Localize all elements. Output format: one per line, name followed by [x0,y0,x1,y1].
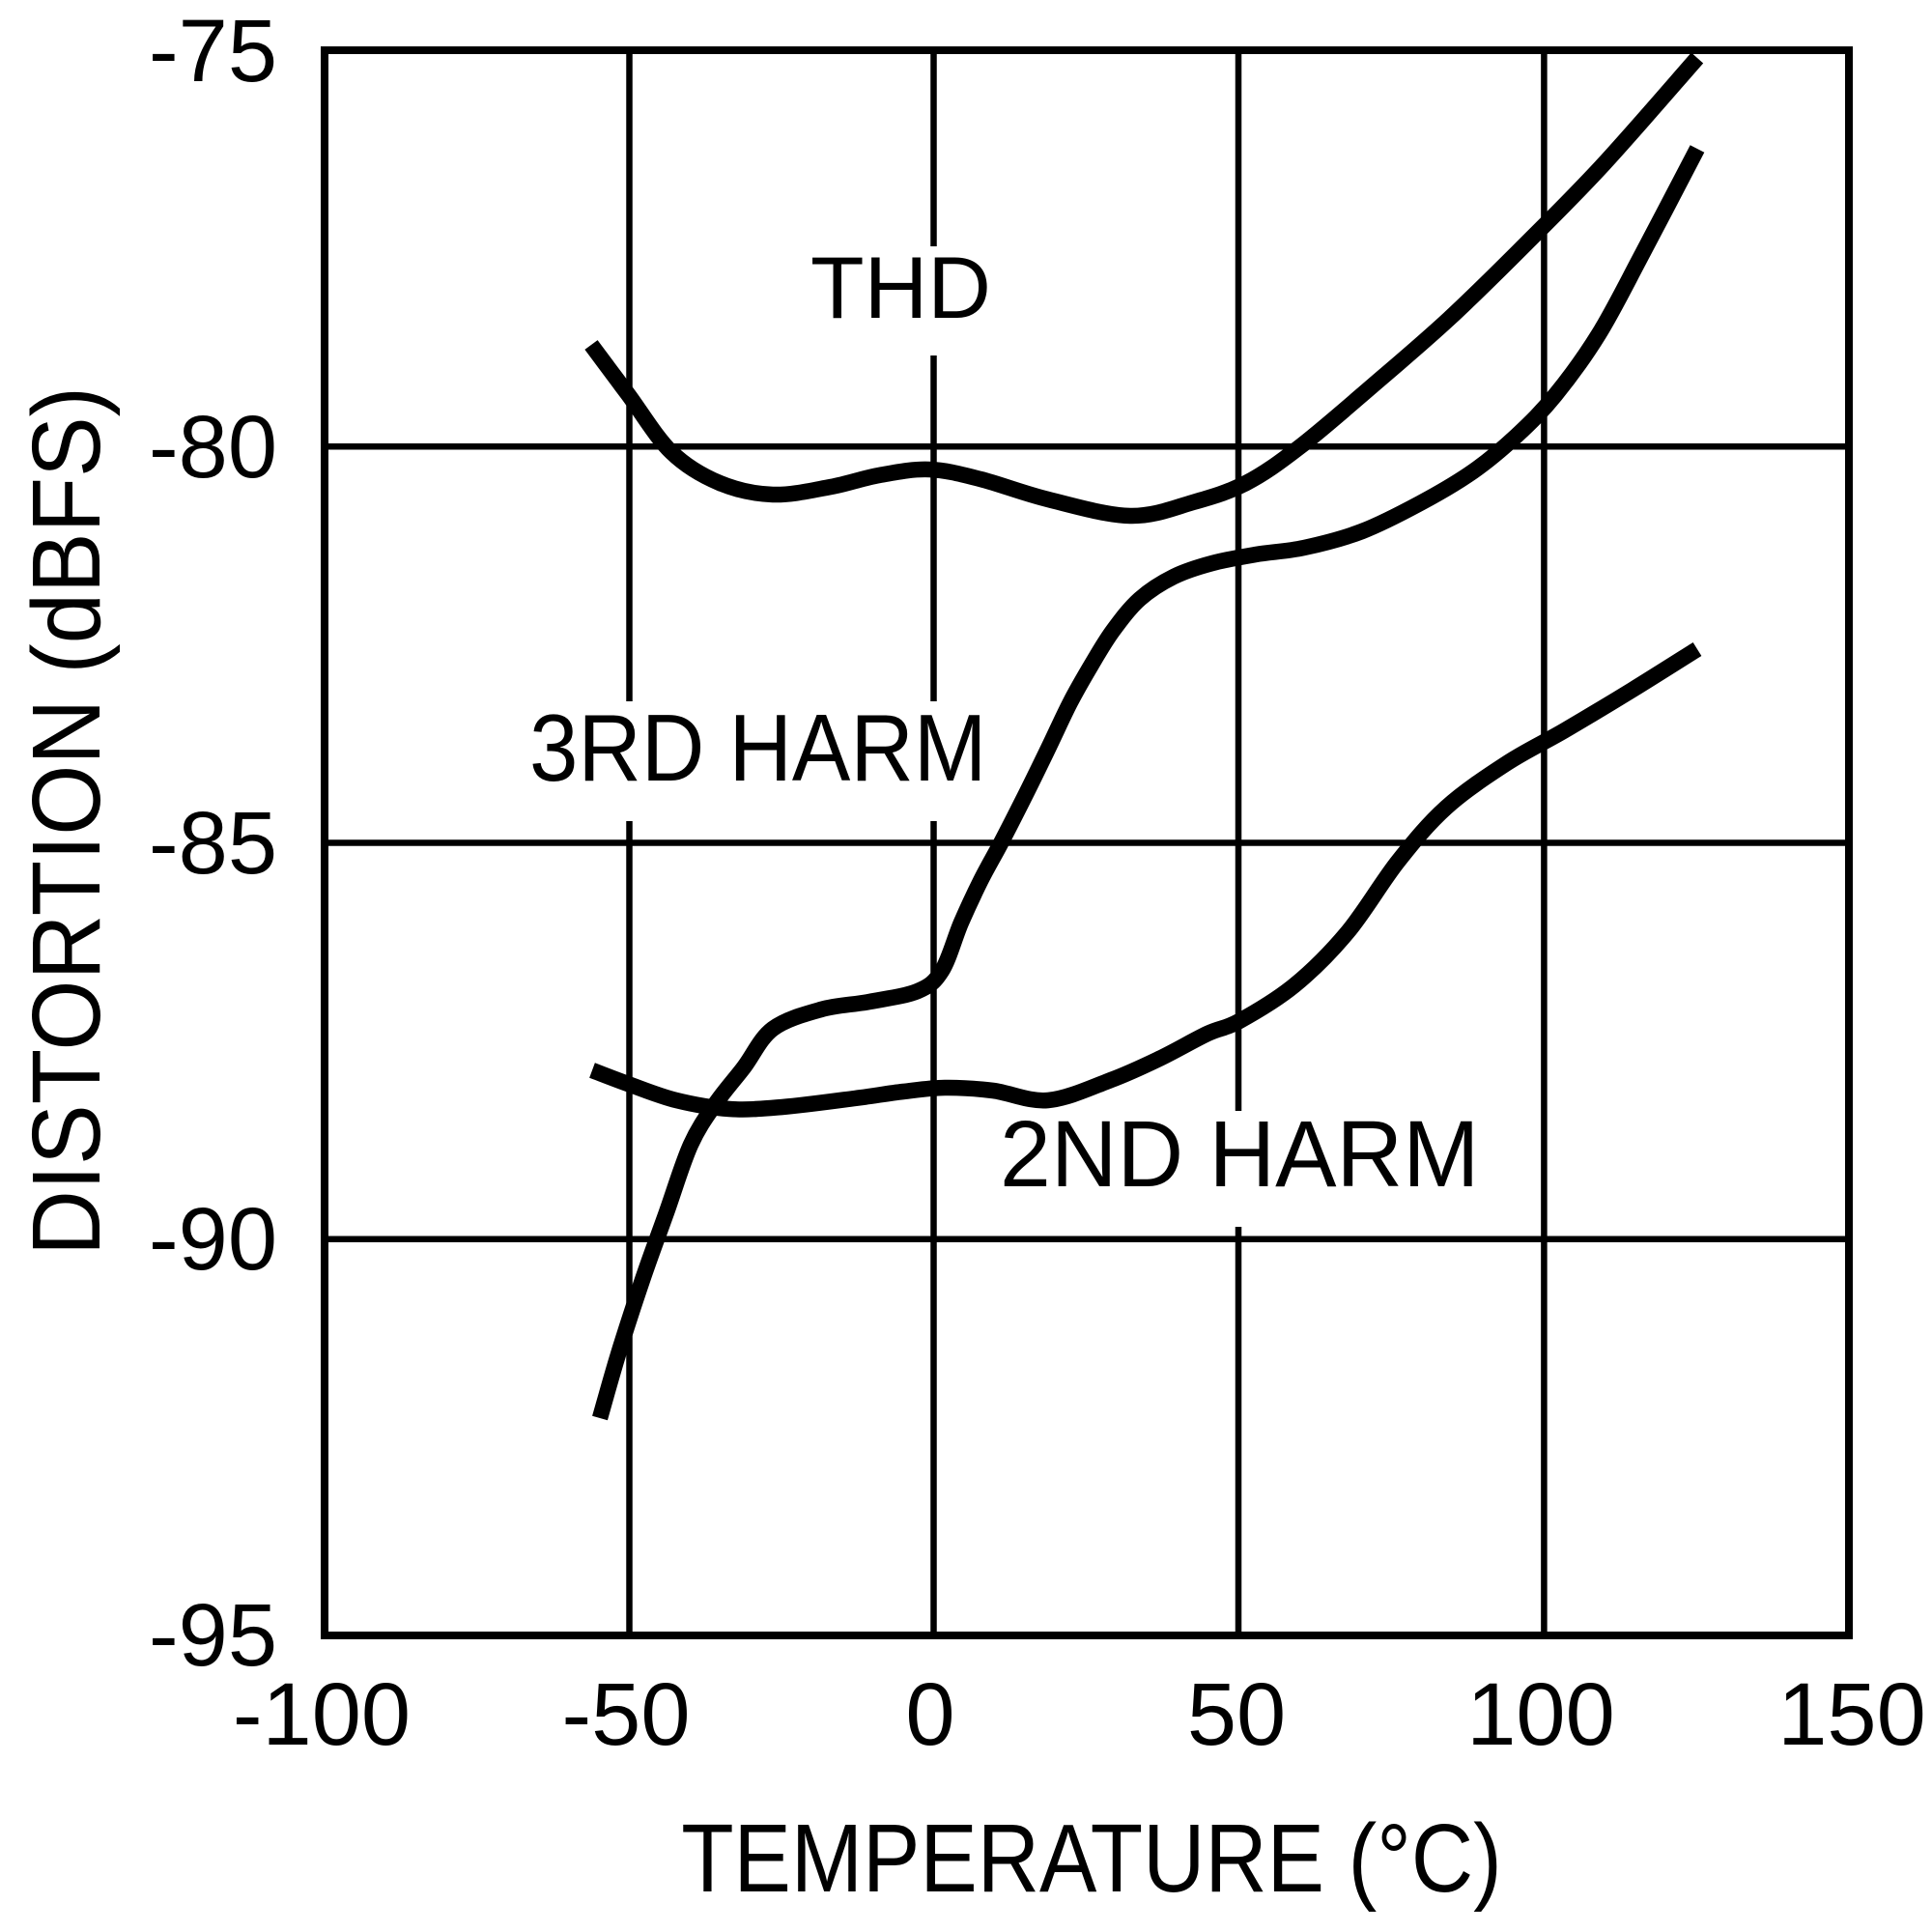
svg-text:-75: -75 [149,2,277,100]
svg-text:TEMPERATURE (°C): TEMPERATURE (°C) [681,1804,1502,1913]
svg-text:-50: -50 [562,1665,691,1764]
svg-text:-80: -80 [149,398,277,497]
svg-text:-90: -90 [149,1190,277,1289]
svg-text:0: 0 [905,1665,954,1764]
svg-text:-95: -95 [149,1586,277,1685]
svg-text:2ND HARM: 2ND HARM [1000,1102,1479,1207]
svg-text:3RD HARM: 3RD HARM [529,696,986,802]
svg-text:THD: THD [810,240,991,337]
svg-text:50: 50 [1187,1665,1286,1764]
svg-text:-100: -100 [233,1665,411,1764]
svg-text:150: 150 [1777,1665,1926,1764]
svg-text:100: 100 [1466,1665,1615,1764]
svg-text:-85: -85 [149,794,277,893]
svg-text:DISTORTION (dBFS): DISTORTION (dBFS) [12,386,120,1256]
